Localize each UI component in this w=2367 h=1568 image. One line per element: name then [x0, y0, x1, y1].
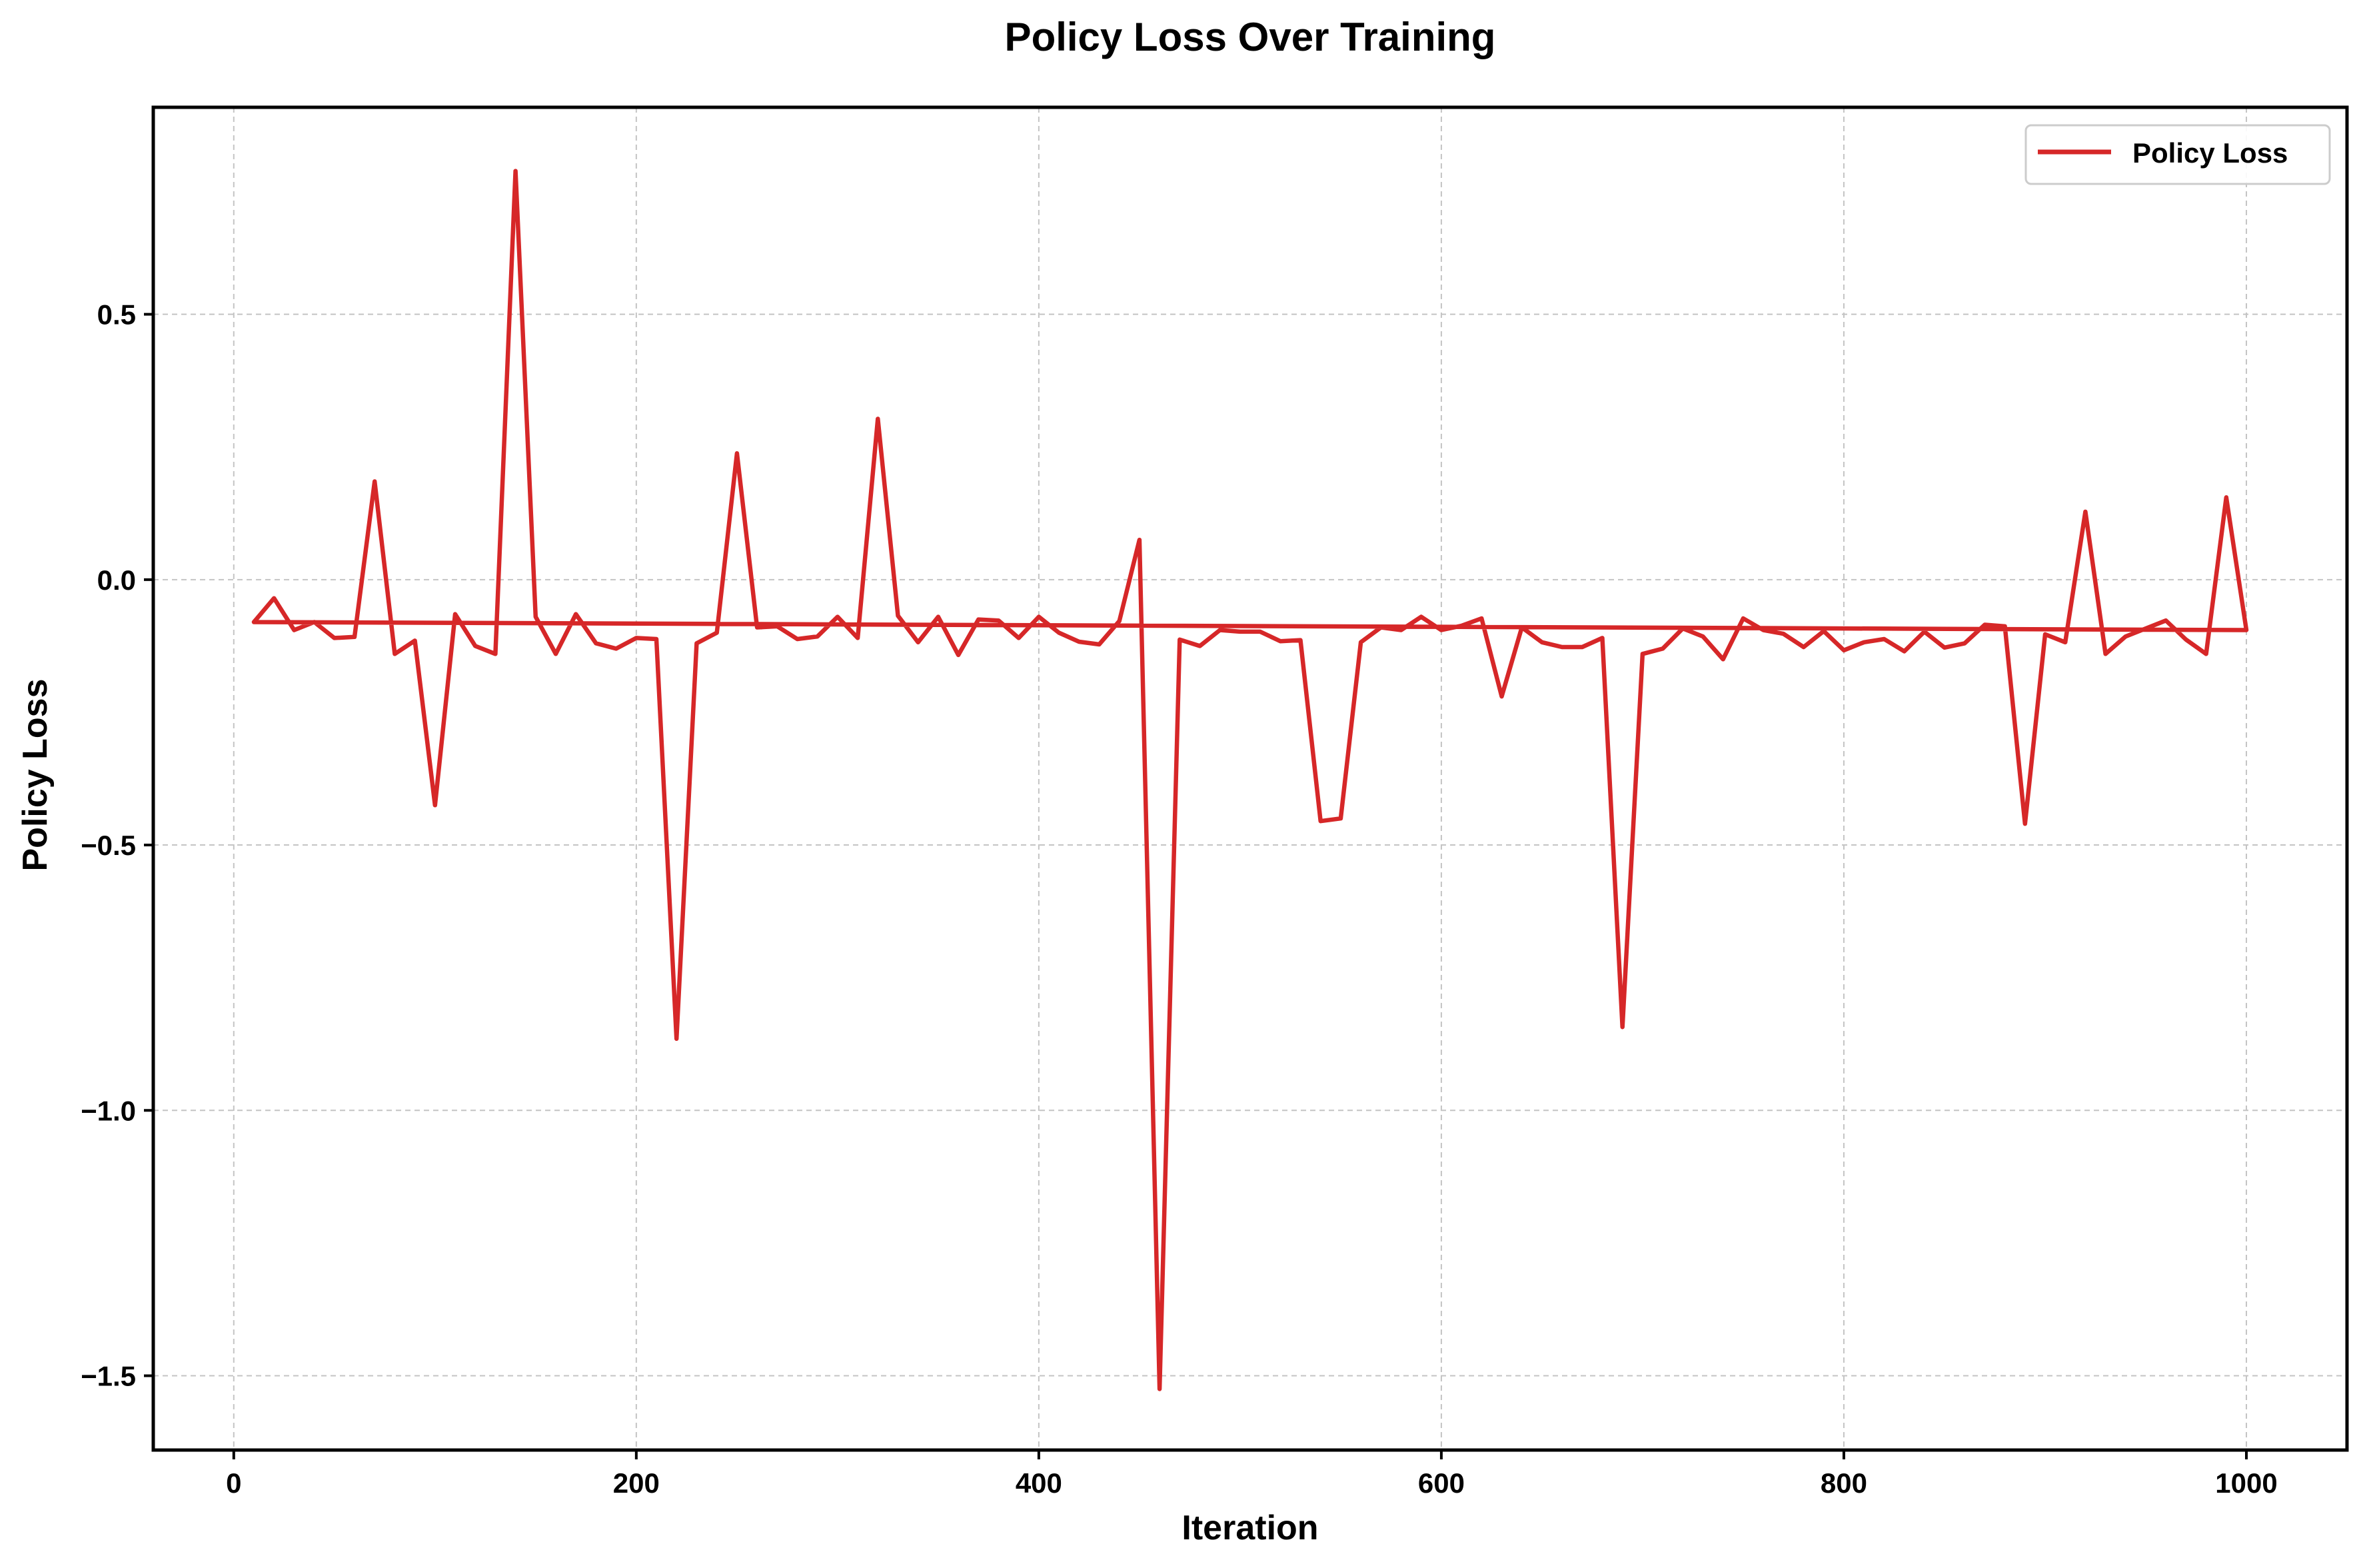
grid-layer: [153, 107, 2347, 1450]
tick-layer: 0 200 400 600 800 1000 0.5 0.0 −0.5 −1.0 −1.5: [81, 299, 2278, 1499]
legend-label-policy-loss: Policy Loss: [2132, 137, 2288, 169]
series-line-policy-loss: [251, 169, 2249, 1391]
plot-frame: [151, 105, 2349, 1452]
x-axis-label: Iteration: [1182, 1509, 1318, 1547]
y-tick-label: −0.5: [81, 830, 136, 861]
y-tick-label: −1.5: [81, 1360, 136, 1391]
x-tick-label: 600: [1418, 1467, 1465, 1499]
y-tick-label: 0.0: [97, 564, 136, 596]
x-tick-label: 0: [226, 1467, 241, 1499]
chart-title: Policy Loss Over Training: [1005, 15, 1496, 59]
x-tick-label: 400: [1016, 1467, 1062, 1499]
series-layer: [251, 169, 2249, 1391]
y-tick-label: −1.0: [81, 1095, 136, 1126]
legend-box: [2024, 124, 2331, 185]
x-tick-label: 800: [1821, 1467, 1867, 1499]
x-tick-label: 200: [613, 1467, 660, 1499]
y-tick-label: 0.5: [97, 299, 136, 331]
y-axis-label: Policy Loss: [16, 679, 55, 872]
legend: Policy Loss: [2024, 124, 2331, 185]
x-tick-label: 1000: [2215, 1467, 2277, 1499]
